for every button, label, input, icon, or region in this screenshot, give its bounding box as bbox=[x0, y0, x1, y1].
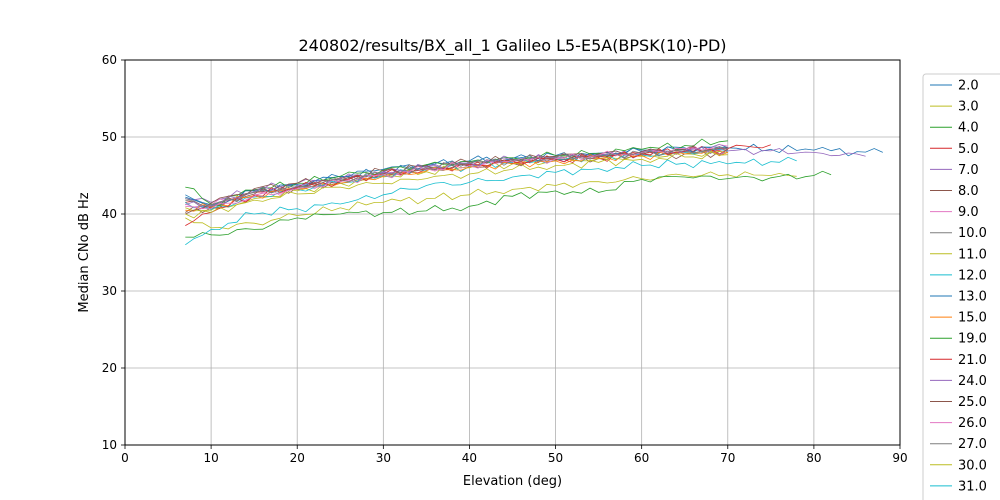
x-axis-label: Elevation (deg) bbox=[463, 474, 562, 489]
series-line-19.0 bbox=[185, 138, 728, 207]
legend-label: 2.0 bbox=[958, 79, 979, 94]
x-tick-label: 40 bbox=[462, 451, 477, 465]
x-tick-label: 20 bbox=[290, 451, 305, 465]
series-line-30.0 bbox=[185, 151, 728, 219]
x-axis: 0 10 20 30 40 50 60 70 80 90 bbox=[121, 445, 908, 465]
x-tick-label: 90 bbox=[892, 451, 907, 465]
legend-label: 26.0 bbox=[958, 416, 987, 431]
series-line-15.0 bbox=[185, 149, 728, 212]
chart-title: 240802/results/BX_all_1 Galileo L5-E5A(B… bbox=[298, 36, 726, 56]
y-tick-label: 20 bbox=[102, 361, 117, 375]
x-tick-label: 0 bbox=[121, 451, 129, 465]
legend-label: 15.0 bbox=[958, 311, 987, 326]
series-line-2.0 bbox=[185, 143, 883, 206]
x-tick-label: 30 bbox=[376, 451, 391, 465]
legend-label: 8.0 bbox=[958, 184, 979, 199]
legend-label: 11.0 bbox=[958, 247, 987, 262]
legend-label: 25.0 bbox=[958, 395, 987, 410]
legend-label: 10.0 bbox=[958, 226, 987, 241]
series-line-26.0 bbox=[185, 144, 728, 210]
legend-label: 19.0 bbox=[958, 332, 987, 347]
legend-label: 31.0 bbox=[958, 479, 987, 494]
legend-label: 5.0 bbox=[958, 142, 979, 157]
x-tick-label: 80 bbox=[806, 451, 821, 465]
plot-frame bbox=[124, 59, 901, 446]
grid bbox=[124, 59, 901, 446]
legend-label: 9.0 bbox=[958, 205, 979, 220]
legend-label: 13.0 bbox=[958, 290, 987, 305]
legend-label: 7.0 bbox=[958, 163, 979, 178]
series-line-3.0 bbox=[185, 171, 797, 230]
legend-label: 30.0 bbox=[958, 458, 987, 473]
series-line-27.0 bbox=[185, 146, 728, 207]
legend: 2.0 3.0 4.0 5.0 7.0 8.0 9.0 10.0 11.0 12.0 13.0 15.… bbox=[922, 73, 1000, 500]
legend-label: 27.0 bbox=[958, 437, 987, 452]
y-axis-label: Median CNo dB Hz bbox=[77, 192, 92, 312]
x-tick-label: 60 bbox=[634, 451, 649, 465]
series-line-8.0 bbox=[185, 150, 728, 214]
legend-box bbox=[922, 73, 1000, 500]
series-layer bbox=[185, 138, 883, 246]
series-line-4.0 bbox=[185, 170, 832, 238]
legend-label: 12.0 bbox=[958, 268, 987, 283]
x-tick-label: 50 bbox=[548, 451, 563, 465]
legend-label: 4.0 bbox=[958, 121, 979, 136]
series-line-24.0 bbox=[185, 147, 728, 208]
y-tick-label: 10 bbox=[102, 438, 117, 452]
x-tick-label: 10 bbox=[203, 451, 218, 465]
y-tick-label: 40 bbox=[102, 207, 117, 221]
legend-label: 21.0 bbox=[958, 353, 987, 368]
legend-label: 24.0 bbox=[958, 374, 987, 389]
series-line-31.0 bbox=[185, 156, 797, 246]
series-line-25.0 bbox=[185, 146, 728, 215]
y-tick-label: 50 bbox=[102, 130, 117, 144]
legend-label: 3.0 bbox=[958, 100, 979, 115]
x-tick-label: 70 bbox=[720, 451, 735, 465]
y-tick-label: 60 bbox=[102, 53, 117, 67]
y-tick-label: 30 bbox=[102, 284, 117, 298]
y-axis: 10 20 30 40 50 60 bbox=[102, 53, 125, 452]
